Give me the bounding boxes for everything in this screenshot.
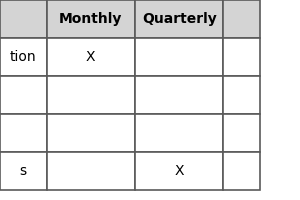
Bar bbox=[0, 38, 46, 76]
Bar bbox=[135, 114, 224, 152]
Bar bbox=[46, 114, 135, 152]
Bar bbox=[135, 0, 224, 38]
Bar bbox=[224, 114, 260, 152]
Bar bbox=[46, 38, 135, 76]
Bar bbox=[46, 0, 135, 38]
Text: tion: tion bbox=[10, 50, 37, 64]
Bar bbox=[0, 152, 46, 190]
Bar bbox=[0, 114, 46, 152]
Bar bbox=[224, 152, 260, 190]
Bar bbox=[135, 38, 224, 76]
Bar bbox=[224, 38, 260, 76]
Bar bbox=[224, 0, 260, 38]
Bar bbox=[0, 76, 46, 114]
Bar bbox=[0, 0, 46, 38]
Bar bbox=[135, 76, 224, 114]
Bar bbox=[224, 76, 260, 114]
Bar bbox=[46, 152, 135, 190]
Bar bbox=[135, 152, 224, 190]
Text: Monthly: Monthly bbox=[59, 12, 122, 26]
Text: s: s bbox=[20, 164, 27, 178]
Text: Quarterly: Quarterly bbox=[142, 12, 217, 26]
Bar bbox=[46, 76, 135, 114]
Text: X: X bbox=[175, 164, 184, 178]
Text: X: X bbox=[86, 50, 95, 64]
